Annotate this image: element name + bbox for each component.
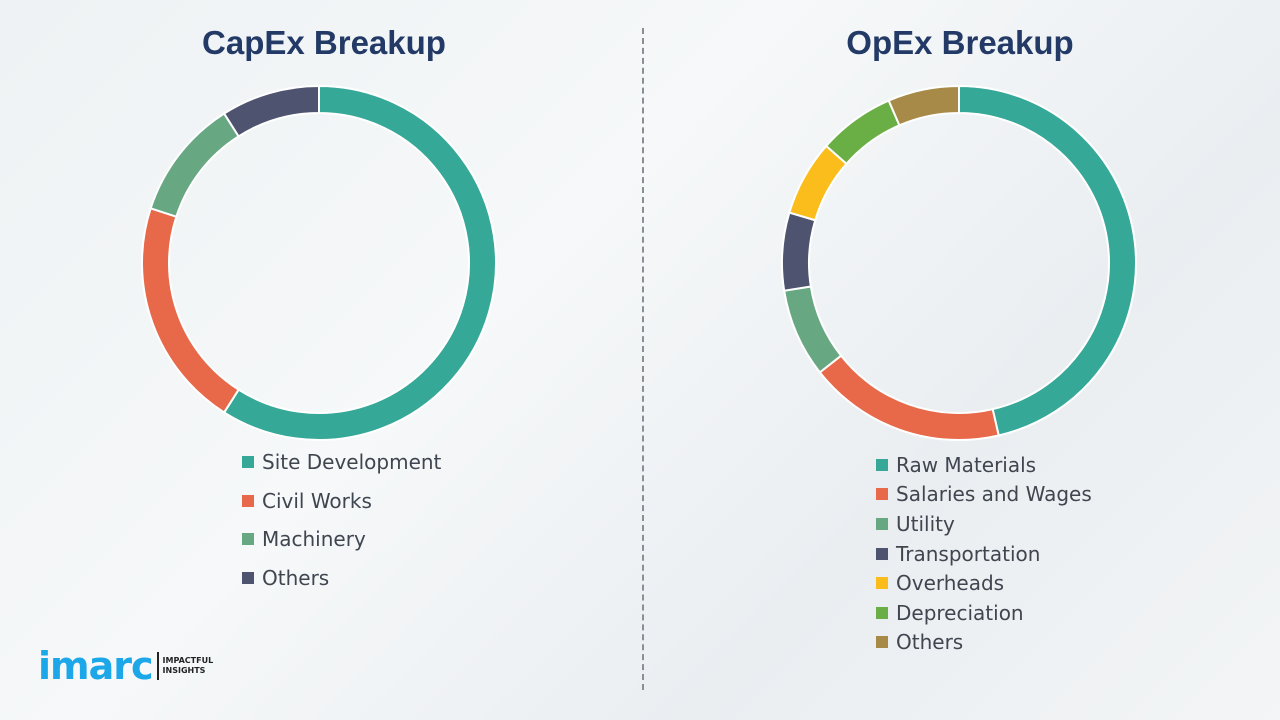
donut-slice-salaries-and-wages (818, 354, 1000, 441)
capex-legend: Site Development Civil Works Machinery Othe… (242, 443, 441, 597)
legend-item: Raw Materials (876, 450, 1092, 480)
legend-item: Civil Works (242, 482, 441, 521)
legend-label: Transportation (896, 541, 1041, 566)
donut-slice-civil-works (141, 207, 241, 414)
legend-label: Civil Works (262, 488, 372, 513)
legend-swatch (876, 577, 888, 590)
legend-swatch (876, 517, 888, 530)
legend-label: Salaries and Wages (896, 482, 1092, 507)
legend-item: Utility (876, 509, 1092, 539)
legend-item: Site Development (242, 443, 441, 482)
legend-swatch (876, 636, 888, 649)
logo-tagline: IMPACTFUL INSIGHTS (162, 656, 214, 675)
logo-wordmark: imarc (38, 644, 154, 688)
divider (642, 28, 644, 690)
legend-swatch (876, 547, 888, 560)
capex-title: CapEx Breakup (202, 24, 446, 61)
donut-slice-raw-materials (958, 84, 1137, 437)
opex-legend: Raw Materials Salaries and Wages Utility Tr… (876, 450, 1092, 657)
legend-label: Raw Materials (896, 452, 1037, 477)
legend-swatch (876, 488, 888, 501)
legend-item: Others (242, 559, 441, 598)
legend-swatch (242, 494, 254, 507)
legend-swatch (876, 606, 888, 619)
donut-slice-machinery (149, 112, 241, 218)
logo-separator (156, 652, 159, 680)
legend-swatch (876, 458, 888, 471)
legend-label: Overheads (896, 571, 1005, 596)
donut-slice-depreciation (824, 99, 901, 166)
legend-label: Others (896, 630, 964, 655)
opex-title: OpEx Breakup (846, 24, 1074, 61)
legend-label: Machinery (262, 527, 366, 552)
legend-swatch (242, 456, 254, 469)
donut-slice-others (887, 84, 960, 127)
donut-slice-others (222, 84, 320, 138)
donut-slice-utility (783, 285, 843, 374)
legend-item: Overheads (876, 568, 1092, 598)
legend-item: Salaries and Wages (876, 480, 1092, 510)
legend-swatch (242, 571, 254, 584)
donut-slice-site-development (222, 84, 497, 441)
legend-item: Machinery (242, 520, 441, 559)
legend-item: Depreciation (876, 598, 1092, 628)
legend-swatch (242, 533, 254, 546)
legend-label: Utility (896, 511, 955, 536)
donut-slice-transportation (781, 211, 817, 292)
legend-label: Depreciation (896, 600, 1024, 625)
legend-label: Others (262, 565, 330, 590)
imarc-logo: imarc IMPACTFUL INSIGHTS (38, 644, 213, 688)
legend-item: Others (876, 628, 1092, 658)
legend-item: Transportation (876, 539, 1092, 569)
legend-label: Site Development (262, 450, 442, 475)
